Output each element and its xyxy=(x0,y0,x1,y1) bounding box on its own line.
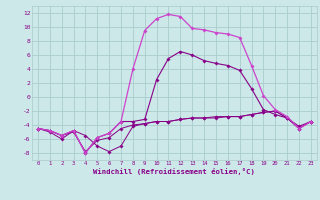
X-axis label: Windchill (Refroidissement éolien,°C): Windchill (Refroidissement éolien,°C) xyxy=(93,168,255,175)
